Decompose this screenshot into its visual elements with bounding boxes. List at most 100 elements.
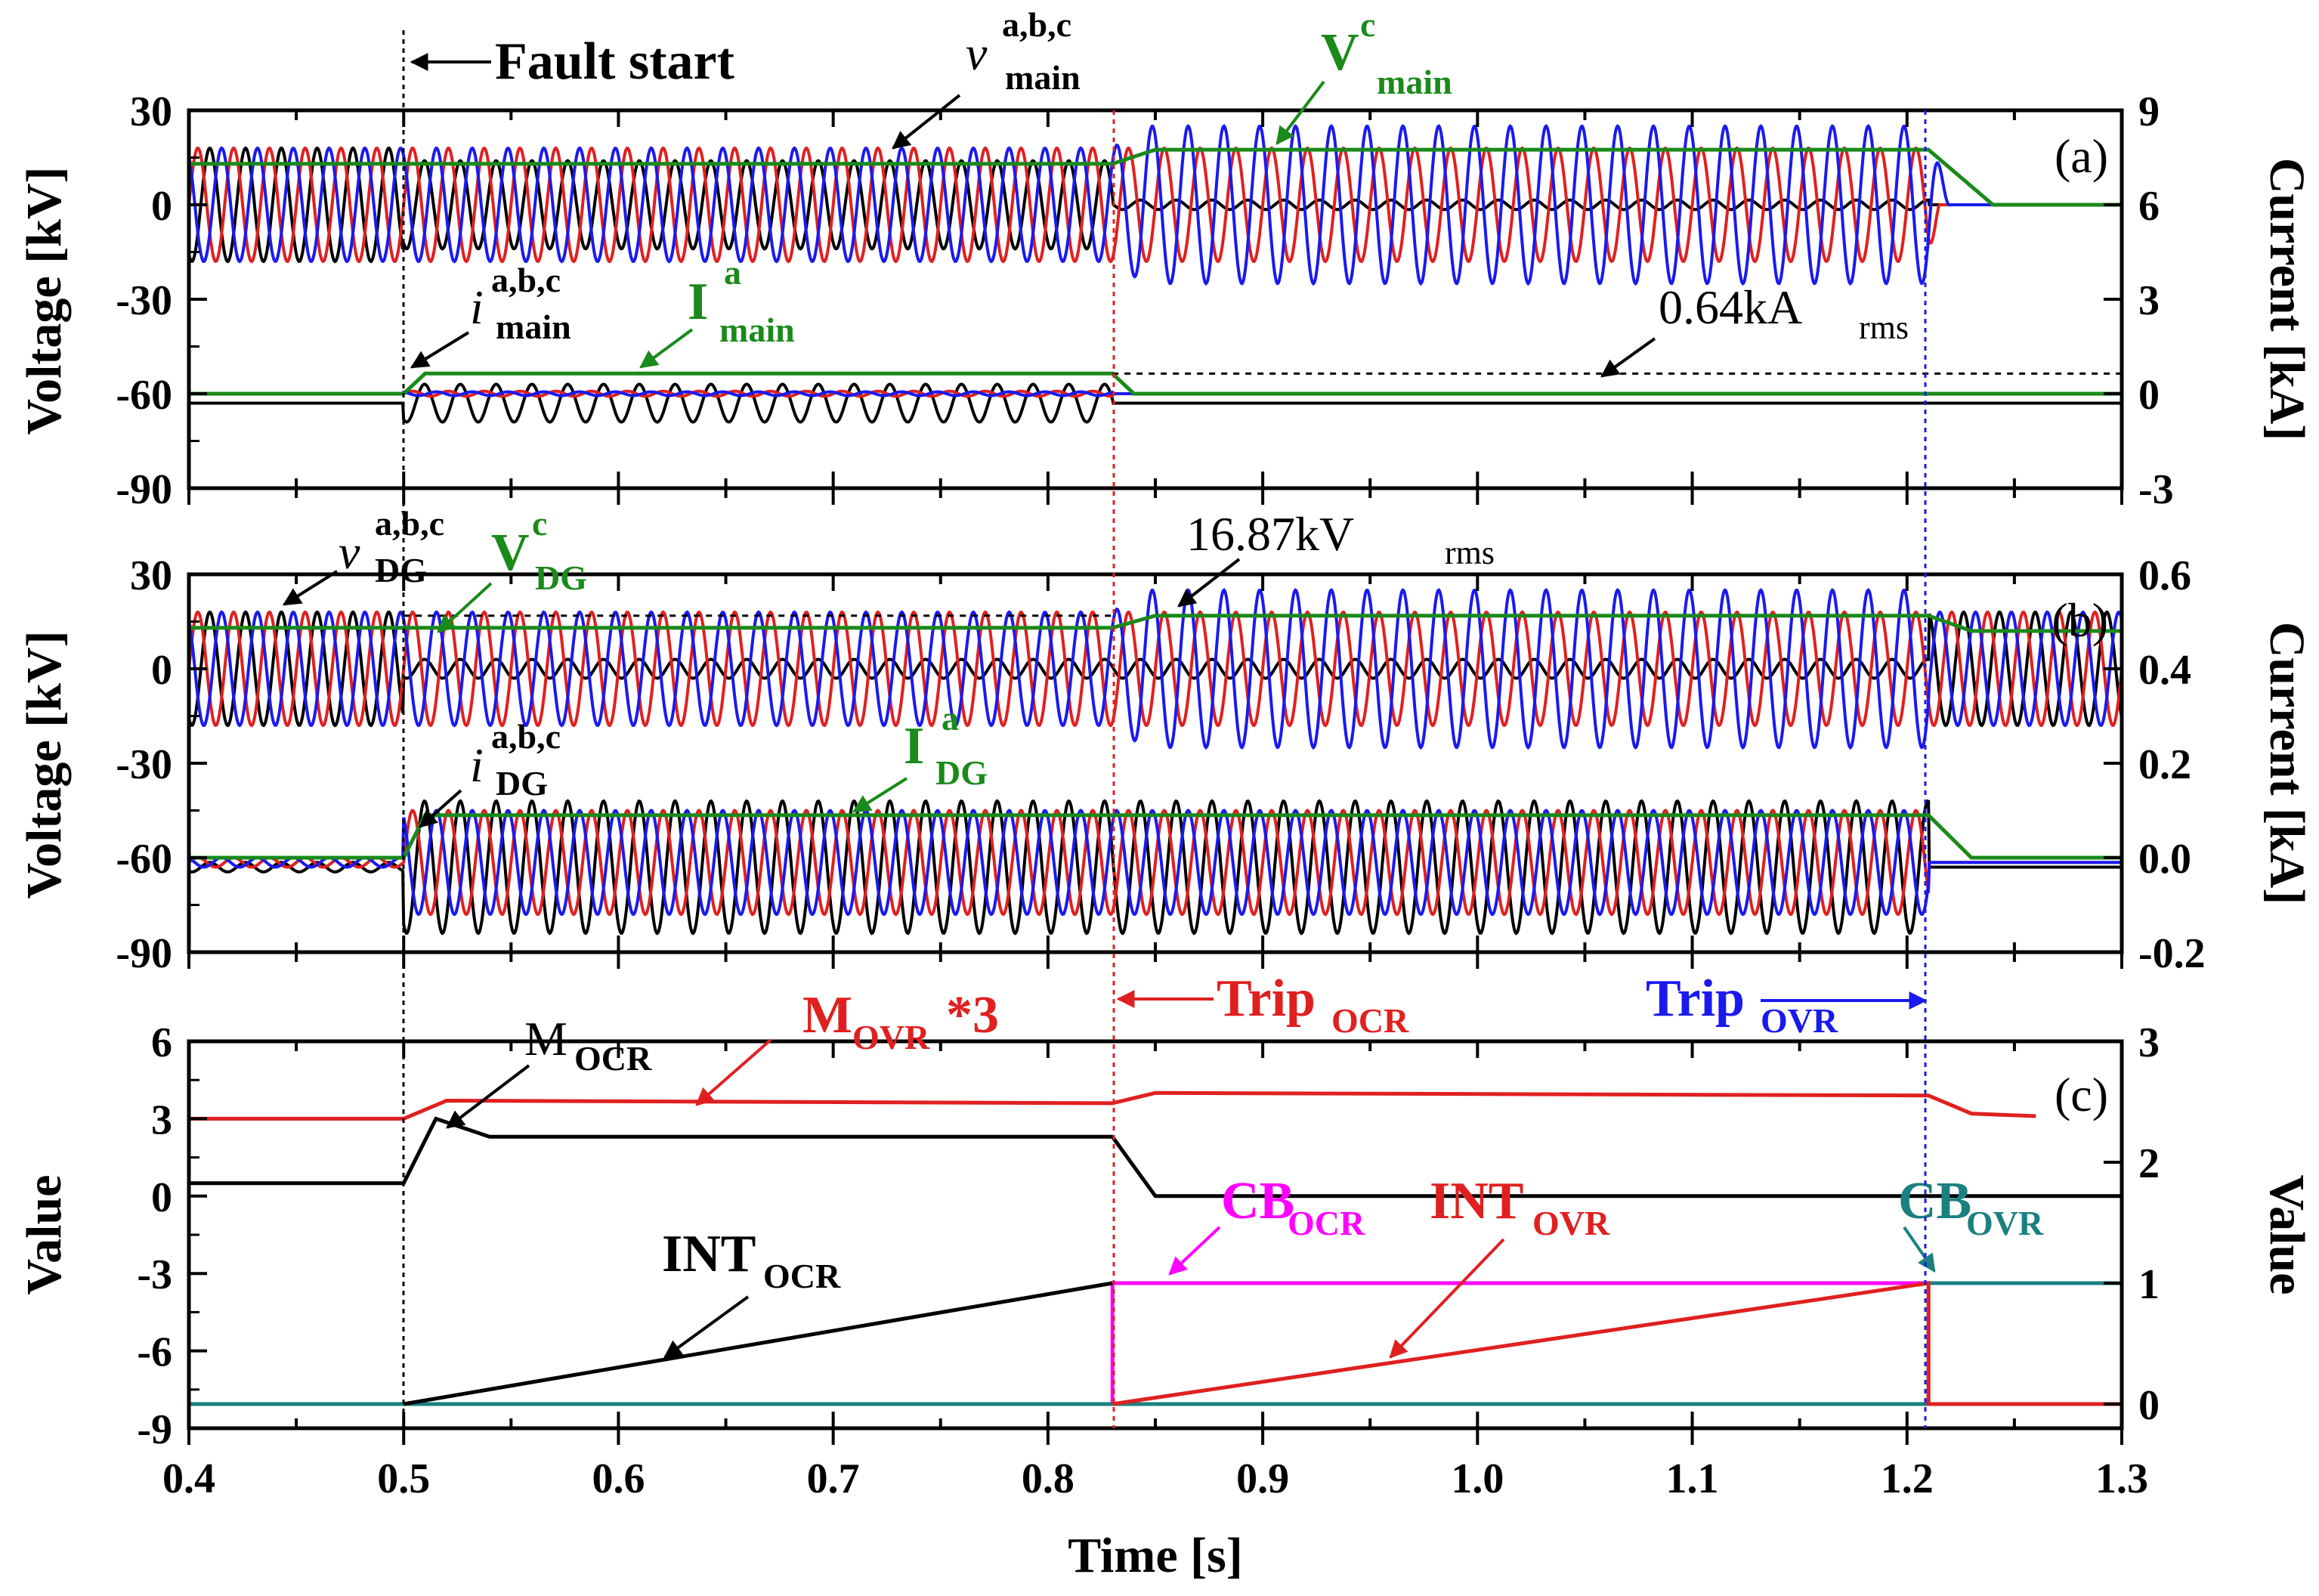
y-tick-label-left: -60 [116,372,172,419]
svg-text:i: i [470,738,484,792]
x-tick-label: 0.9 [1236,1455,1289,1502]
svg-text:a,b,c: a,b,c [491,261,561,299]
y-tick-label-left: -30 [116,277,172,324]
svg-text:main: main [719,311,795,349]
svg-text:OVR: OVR [1532,1204,1610,1242]
svg-text:c: c [1360,5,1375,44]
y-tick-label-right: 3 [2138,1019,2160,1066]
svg-text:main: main [496,308,571,346]
M-OVR-label: M OVR *3 [695,986,999,1106]
panel-b-ylabel-right: Current [kA] [2259,622,2314,905]
i-DG-phase-a [189,809,2122,917]
CB-OCR-line [189,1281,1929,1406]
M-OCR-line [189,1116,2122,1199]
svg-text:OCR: OCR [1288,1204,1365,1242]
trip-OVR-label: Trip OVR [1646,970,1928,1040]
y-tick-label-left: 0 [151,647,172,694]
y-tick-label-right: 0.2 [2138,741,2191,788]
svg-text:OCR: OCR [763,1257,841,1295]
x-axis-label: Time [s] [1068,1528,1243,1583]
v-DG-label: v a,b,c DG [282,504,444,606]
svg-text:a: a [942,699,959,738]
svg-text:v: v [966,26,988,80]
svg-text:DG: DG [535,558,587,597]
trip-OCR-label: Trip OCR [1116,970,1409,1040]
svg-text:M: M [802,986,852,1044]
svg-text:c: c [532,504,547,543]
svg-text:V: V [491,524,530,582]
x-tick-label: 0.4 [162,1455,215,1502]
svg-text:CB: CB [1221,1172,1294,1230]
panel-c-label: (c) [2055,1068,2108,1121]
y-tick-label-right: 2 [2138,1140,2160,1187]
svg-text:a,b,c: a,b,c [1002,5,1071,44]
i-DG-phase-b [189,799,2122,936]
y-tick-label-left: -9 [137,1406,172,1453]
y-tick-label-left: 3 [151,1096,172,1143]
CB-OCR-label: CB OCR [1168,1172,1365,1276]
y-tick-label-left: -60 [116,836,172,883]
y-tick-label-right: -3 [2138,466,2174,513]
I-DG-a-label: I a DG [852,699,988,813]
svg-text:DG: DG [935,753,988,792]
INT-OCR-label: INT OCR [662,1225,841,1359]
y-tick-label-right: 0.6 [2138,552,2191,599]
V-main-c-label: V c main [1275,5,1452,145]
svg-text:OCR: OCR [1331,1001,1409,1040]
svg-text:rms: rms [1445,534,1495,571]
i-DG-label: i a,b,c DG [419,717,561,828]
v-DG-phase-c [189,588,2122,750]
svg-text:a: a [724,253,741,292]
svg-text:rms: rms [1859,309,1909,346]
v-main-phase-a [189,146,2122,264]
svg-text:OVR: OVR [1761,1001,1838,1040]
panel-b-label: (b) [2052,593,2108,647]
INT-OVR-line [1112,1281,2122,1406]
svg-text:a,b,c: a,b,c [375,504,444,543]
svg-text:V: V [1321,23,1359,82]
rms-current-label: 0.64kA rms [1600,280,1909,378]
svg-text:OVR: OVR [852,1018,930,1056]
panel-c-ticks: 6 3 0 -3 -6 -9 3 2 1 0 0.4 0.5 0.6 0.7 0.8 0.9 1.0 1.1 1.2… [137,1019,2160,1502]
svg-text:main: main [1377,63,1452,101]
CB-OVR-line [189,1281,2122,1406]
x-tick-label: 1.2 [1881,1455,1934,1502]
y-tick-label-left: -6 [137,1329,172,1376]
i-main-phase-b [189,382,2122,424]
v-DG-phase-a [189,610,2122,728]
y-tick-label-right: 9 [2138,88,2160,135]
panel-c-ylabel-right: Value [2259,1175,2314,1295]
panel-b: 30 0 -30 -60 -90 0.6 0.4 0.2 0.0 -0.2 (b) v a,b,c… [17,504,2314,977]
svg-text:main: main [1005,58,1081,97]
y-tick-label-right: 6 [2138,183,2160,230]
event-markers [402,30,1927,1428]
V-DG-c-label: V c DG [437,504,587,633]
x-tick-label: 0.5 [377,1455,430,1502]
svg-text:M: M [524,1012,567,1066]
svg-text:i: i [470,280,484,334]
y-tick-label-right: 1 [2138,1261,2160,1308]
x-tick-label: 1.0 [1451,1455,1504,1502]
CB-OVR-label: CB OVR [1898,1172,2044,1273]
x-tick-label: 0.6 [592,1455,645,1502]
panel-c-ylabel-left: Value [17,1175,72,1295]
I-main-a-label: I a main [639,253,795,369]
panel-c: 6 3 0 -3 -6 -9 3 2 1 0 0.4 0.5 0.6 0.7 0.8 0.9 1.0 1.1 1.2… [17,970,2314,1583]
y-tick-label-left: 0 [151,183,172,230]
rms-voltage-label: 16.87kV rms [1177,507,1495,608]
fault-start-annotation: Fault start [410,32,734,91]
y-tick-label-left: 30 [130,88,172,135]
y-tick-label-left: 6 [151,1019,172,1066]
x-tick-label: 1.1 [1666,1455,1719,1502]
y-tick-label-right: 0.0 [2138,836,2191,883]
svg-text:v: v [339,525,360,579]
panel-a-waveforms [189,124,2122,424]
i-main-label: i a,b,c main [410,261,571,369]
i-DG-phase-c [189,809,2122,917]
panel-a-ylabel-right: Current [kA] [2259,158,2314,441]
INT-OCR-line [403,1281,1113,1406]
svg-text:16.87kV: 16.87kV [1186,507,1354,561]
